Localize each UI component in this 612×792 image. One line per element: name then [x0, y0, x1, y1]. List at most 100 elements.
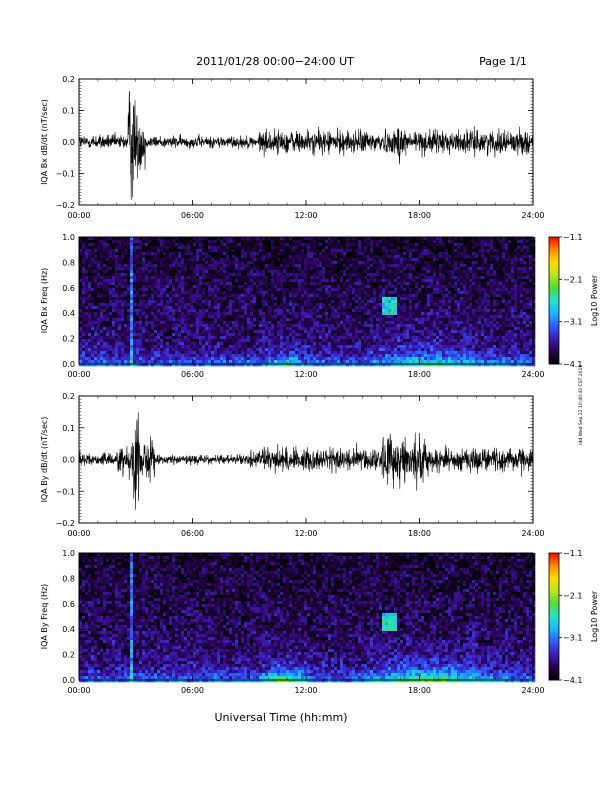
- colorbar-swatch: [549, 576, 559, 579]
- colorbar-swatch: [549, 296, 559, 299]
- colorbar-tick-label: −1.1: [563, 549, 582, 558]
- x-tick-label: 00:00: [67, 370, 90, 379]
- colorbar-swatch: [549, 584, 559, 588]
- colorbar-swatch: [549, 289, 559, 293]
- colorbar-swatch: [549, 277, 559, 280]
- y-tick-label: 0.2: [62, 335, 75, 344]
- colorbar-swatch: [549, 268, 559, 272]
- y-axis-title: IQA Bx dB/dt (nT/sec): [40, 99, 49, 185]
- colorbar-swatch: [549, 300, 559, 304]
- colorbar-tick-label: −2.1: [563, 275, 582, 284]
- y-tick-label: 0.6: [62, 284, 75, 293]
- colorbar-swatch: [549, 319, 559, 323]
- colorbar-swatch: [549, 610, 559, 613]
- colorbar-swatch: [549, 349, 559, 352]
- colorbar-swatch: [549, 624, 559, 628]
- colorbar-swatch: [549, 565, 559, 569]
- x-tick-label: 24:00: [521, 370, 544, 379]
- colorbar-swatch: [549, 325, 559, 329]
- colorbar-swatch: [549, 663, 559, 666]
- colorbar-swatch: [549, 675, 559, 679]
- y-tick-label: 1.0: [62, 549, 75, 558]
- colorbar-swatch: [549, 586, 559, 590]
- page-number: Page 1/1: [479, 55, 527, 68]
- colorbar-swatch: [549, 302, 559, 306]
- colorbar-swatch: [549, 627, 559, 630]
- colorbar-swatch: [549, 294, 559, 297]
- colorbar-tick-label: −4.1: [563, 360, 582, 369]
- colorbar-swatch: [549, 572, 559, 575]
- x-tick-label: 18:00: [408, 370, 431, 379]
- colorbar-swatch: [549, 275, 559, 278]
- colorbar-swatch: [549, 264, 559, 268]
- x-axis-title: Universal Time (hh:mm): [215, 711, 348, 724]
- colorbar-swatch: [549, 631, 559, 634]
- y-tick-label: 0.8: [62, 258, 75, 267]
- colorbar-swatch: [549, 567, 559, 571]
- waveform-trace: [79, 91, 533, 201]
- spectrogram-cells: [79, 553, 536, 683]
- x-tick-label: 06:00: [181, 370, 204, 379]
- colorbar-swatch: [549, 306, 559, 310]
- colorbar-swatch: [549, 588, 559, 592]
- colorbar-swatch: [549, 249, 559, 253]
- panel-1: 0.2 0.1 0.0 −0.1 −0.200:00 06:00 12:00 18:00 24:…: [40, 75, 545, 220]
- colorbar-swatch: [549, 328, 559, 331]
- colorbar-swatch: [549, 635, 559, 639]
- colorbar-swatch: [549, 656, 559, 660]
- colorbar-swatch: [549, 283, 559, 287]
- colorbar-swatch: [549, 279, 559, 282]
- colorbar-swatch: [549, 308, 559, 312]
- colorbar-swatch: [549, 353, 559, 356]
- colorbar-swatch: [549, 355, 559, 359]
- panel-3: 0.2 0.1 0.0 −0.1 −0.200:00 06:00 12:00 18:00 24:…: [40, 392, 545, 538]
- colorbar-swatch: [549, 620, 559, 624]
- colorbar-swatch: [549, 555, 559, 558]
- colorbar-swatch: [549, 597, 559, 600]
- colorbar-swatch: [549, 652, 559, 655]
- colorbar-swatch: [549, 599, 559, 603]
- colorbar-tick-label: −4.1: [563, 676, 582, 685]
- colorbar-swatch: [549, 603, 559, 607]
- colorbar-swatch: [549, 605, 559, 609]
- colorbar-swatch: [549, 285, 559, 289]
- x-tick-label: 06:00: [181, 211, 204, 220]
- colorbar-swatch: [549, 559, 559, 562]
- y-axis-title: IQA By Freq (Hz): [40, 584, 49, 650]
- y-tick-label: 0.2: [62, 651, 75, 660]
- colorbar-swatch: [549, 553, 559, 556]
- colorbar-swatch: [549, 644, 559, 647]
- colorbar-swatch: [549, 612, 559, 615]
- colorbar-swatch: [549, 574, 559, 577]
- colorbar-swatch: [549, 298, 559, 301]
- colorbar-swatch: [549, 241, 559, 244]
- y-tick-label: 0.1: [62, 107, 75, 116]
- colorbar-swatch: [549, 578, 559, 581]
- y-tick-label: 0.0: [62, 456, 75, 465]
- colorbar-tick-label: −2.1: [563, 591, 582, 600]
- colorbar-swatch: [549, 258, 559, 261]
- y-tick-label: 0.0: [62, 676, 75, 685]
- colorbar-swatch: [549, 622, 559, 626]
- colorbar-swatch: [549, 245, 559, 248]
- colorbar-swatch: [549, 315, 559, 318]
- colorbar: −1.1 −2.1 −3.1 −4.1 Log10 Power: [548, 233, 599, 369]
- y-tick-label: 0.2: [62, 392, 75, 401]
- waveform-trace: [79, 412, 533, 510]
- x-tick-label: 12:00: [294, 529, 317, 538]
- colorbar-swatch: [549, 272, 559, 276]
- colorbar-swatch: [549, 667, 559, 670]
- colorbar-swatch: [549, 673, 559, 677]
- y-tick-label: 0.6: [62, 600, 75, 609]
- y-tick-label: −0.1: [56, 487, 75, 496]
- colorbar-swatch: [549, 266, 559, 270]
- colorbar-swatch: [549, 557, 559, 560]
- colorbar-swatch: [549, 646, 559, 649]
- colorbar-swatch: [549, 593, 559, 596]
- colorbar-swatch: [549, 633, 559, 636]
- colorbar-swatch: [549, 243, 559, 246]
- colorbar-swatch: [549, 313, 559, 316]
- colorbar-swatch: [549, 614, 559, 617]
- colorbar-swatch: [549, 582, 559, 586]
